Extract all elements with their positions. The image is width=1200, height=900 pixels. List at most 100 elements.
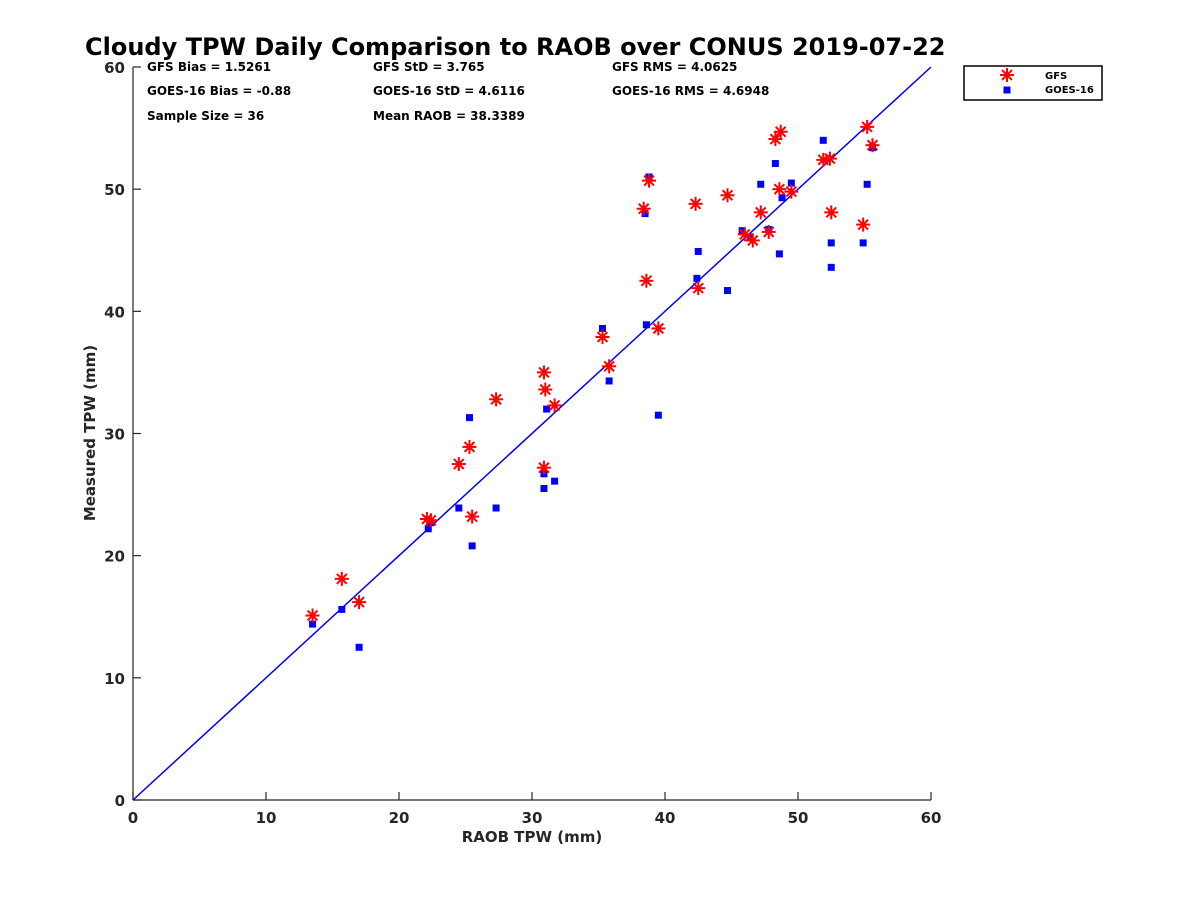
goes16-point [775, 250, 783, 258]
goes16-point [492, 504, 500, 512]
goes16-point [654, 411, 662, 419]
gfs-point [423, 513, 438, 528]
goes16-point [455, 504, 463, 512]
asterisk-stroke [538, 462, 550, 474]
gfs-point [772, 182, 787, 197]
asterisk-stroke [643, 174, 655, 187]
goes16-point [771, 160, 779, 168]
asterisk-stroke [861, 121, 873, 133]
asterisk-stroke [463, 441, 476, 453]
goes16-point [694, 247, 702, 255]
one-to-one-line [132, 66, 932, 801]
gfs-point [639, 273, 654, 288]
y-tick-label: 40 [104, 303, 125, 321]
gfs-point [860, 119, 875, 134]
y-tick-label: 20 [104, 548, 125, 566]
gfs-point [753, 205, 768, 220]
asterisk-stroke [866, 139, 879, 151]
legend-marker-gfs [1000, 68, 1014, 82]
asterisk-stroke [825, 206, 837, 219]
stat-gfs-std: GFS StD = 3.765 [373, 60, 485, 74]
x-tick-label: 60 [921, 809, 942, 827]
asterisk-stroke [638, 203, 650, 215]
asterisk-stroke [824, 152, 836, 165]
x-tick-label: 40 [655, 809, 676, 827]
y-tick-label: 60 [104, 59, 125, 77]
goes16-point [642, 321, 650, 329]
asterisk-stroke [490, 393, 502, 405]
asterisk-stroke [1001, 69, 1013, 81]
asterisk-stroke [603, 360, 615, 372]
asterisk-stroke [453, 458, 465, 470]
goes16-point [863, 180, 871, 188]
x-axis-label: RAOB TPW (mm) [462, 828, 603, 846]
gfs-point [305, 608, 320, 623]
x-tick-label: 10 [256, 809, 277, 827]
goes16-point [355, 643, 363, 651]
goes16-point [468, 542, 476, 550]
asterisk-stroke [336, 573, 348, 585]
x-tick-label: 20 [389, 809, 410, 827]
asterisk-stroke [538, 366, 550, 379]
asterisk-stroke [755, 206, 767, 219]
gfs-point [720, 188, 735, 203]
gfs-point [773, 124, 788, 139]
gfs-point [489, 392, 504, 407]
asterisk-stroke [773, 183, 786, 195]
goes16-point [819, 136, 827, 144]
gfs-point [737, 227, 752, 242]
goes16-point [787, 179, 795, 187]
asterisk-stroke [306, 609, 319, 622]
stat-gfs-rms: GFS RMS = 4.0625 [612, 60, 737, 74]
asterisk-stroke [539, 383, 551, 396]
stat-goes-rms: GOES-16 RMS = 4.6948 [612, 84, 769, 98]
asterisk-stroke [692, 282, 704, 294]
gfs-point [761, 224, 776, 239]
stat-goes-std: GOES-16 StD = 4.6116 [373, 84, 525, 98]
gfs-point [451, 457, 466, 472]
gfs-point [465, 509, 480, 524]
gfs-point [636, 201, 651, 216]
goes16-point [465, 414, 473, 422]
data-points [305, 119, 880, 651]
goes16-point [827, 263, 835, 271]
asterisk-stroke [721, 189, 734, 201]
legend-gfs-asterisk [1000, 68, 1014, 82]
gfs-point [688, 196, 703, 211]
gfs-point [642, 173, 657, 188]
gfs-point [334, 571, 349, 586]
legend-goes16-square [1003, 86, 1011, 94]
gfs-point [824, 205, 839, 220]
gfs-point [822, 151, 837, 166]
goes16-point [757, 180, 765, 188]
goes16-point [598, 324, 606, 332]
goes16-point [724, 287, 732, 295]
y-axis-label: Measured TPW (mm) [81, 345, 99, 521]
legend-label-goes16: GOES-16 [1045, 85, 1094, 96]
asterisk-stroke [739, 228, 751, 241]
statistics-block: GFS Bias = 1.5261 GFS StD = 3.765 GFS RM… [147, 60, 769, 123]
asterisk-stroke [652, 322, 665, 335]
asterisk-stroke [640, 275, 653, 287]
x-tick-label: 50 [788, 809, 809, 827]
goes16-point [827, 239, 835, 247]
gfs-point [602, 359, 617, 374]
gfs-point [768, 132, 783, 147]
stat-gfs-bias: GFS Bias = 1.5261 [147, 60, 271, 74]
x-tick-label: 0 [128, 809, 138, 827]
goes16-point [605, 377, 613, 385]
reference-line-group [132, 66, 932, 801]
asterisk-stroke [769, 133, 782, 145]
gfs-point [538, 382, 553, 397]
goes16-point [543, 405, 551, 413]
chart-title: Cloudy TPW Daily Comparison to RAOB over… [85, 33, 945, 61]
axes: 0 10 20 30 40 50 60 0 10 20 30 40 50 60 [104, 59, 941, 827]
asterisk-stroke [785, 185, 798, 198]
gfs-point [691, 281, 706, 296]
asterisk-stroke [747, 234, 759, 247]
y-tick-label: 0 [115, 792, 125, 810]
y-tick-label: 30 [104, 426, 125, 444]
goes16-point [693, 274, 701, 282]
